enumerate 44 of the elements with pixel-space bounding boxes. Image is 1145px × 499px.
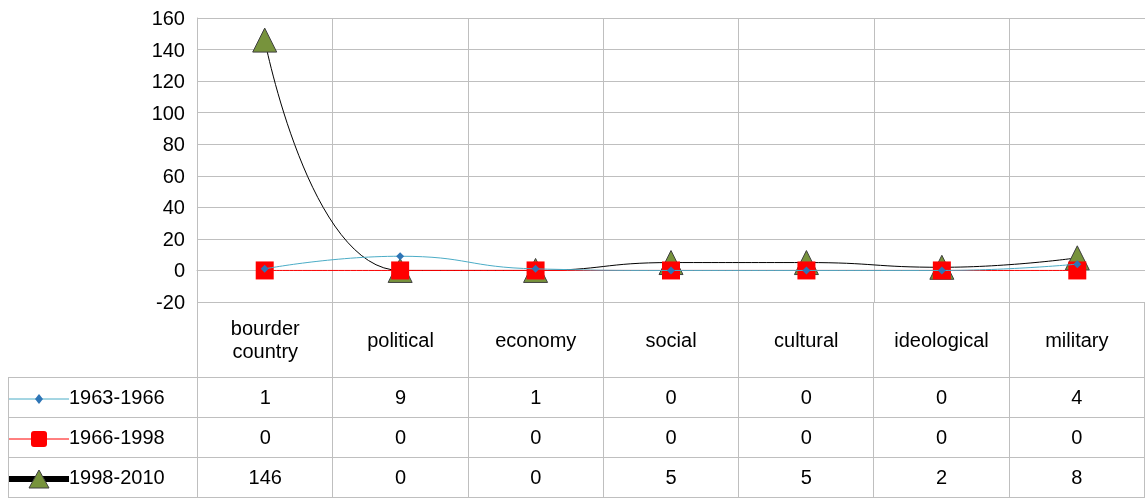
data-label: 9 — [332, 377, 469, 418]
x-tick-label: political — [366, 328, 435, 352]
data-label: 0 — [603, 417, 739, 458]
point — [396, 252, 405, 261]
data-label: 0 — [1009, 417, 1145, 458]
y-tick-label: 140 — [151, 38, 185, 61]
x-tick-label: social — [644, 328, 698, 352]
data-label: 5 — [603, 457, 739, 498]
x-tick-label: cultural — [773, 328, 840, 352]
y-tick-label: 100 — [151, 101, 185, 124]
data-label: 0 — [468, 457, 604, 498]
data-label: 0 — [603, 377, 739, 418]
data-label: 146 — [197, 457, 333, 498]
legend-label: 1966-1998 — [69, 426, 165, 448]
data-label: 5 — [738, 457, 874, 498]
legend-label: 1963-1966 — [69, 386, 165, 408]
y-tick-label: -20 — [156, 291, 185, 313]
data-label: 0 — [738, 417, 874, 458]
data-label: 4 — [1009, 377, 1145, 418]
y-tick-label: 80 — [162, 133, 185, 156]
data-label: 8 — [1009, 457, 1145, 498]
point — [1073, 260, 1082, 269]
x-tick-label: economy — [494, 328, 578, 352]
data-label: 0 — [873, 417, 1010, 458]
y-tick-label: 120 — [151, 70, 185, 93]
y-tick-label: 60 — [162, 164, 185, 187]
y-tick-label: 40 — [162, 196, 185, 219]
y-tick-label: 20 — [162, 227, 185, 250]
data-label: 1 — [468, 377, 604, 418]
x-tick-label: military — [1044, 328, 1110, 352]
data-label: 0 — [468, 417, 604, 458]
data-label: 0 — [873, 377, 1010, 418]
data-label: 0 — [332, 457, 469, 498]
data-label: 0 — [197, 417, 333, 458]
legend-label: 1998-2010 — [69, 466, 165, 488]
data-label: 2 — [873, 457, 1010, 498]
x-tick-label: bourder country — [229, 317, 301, 363]
data-label: 0 — [332, 417, 469, 458]
data-label: 0 — [738, 377, 874, 418]
y-tick-label: 0 — [173, 259, 185, 282]
x-tick-label: ideological — [893, 328, 990, 352]
y-tick-label: 160 — [151, 7, 185, 29]
data-label: 1 — [197, 377, 333, 418]
point — [252, 27, 278, 53]
